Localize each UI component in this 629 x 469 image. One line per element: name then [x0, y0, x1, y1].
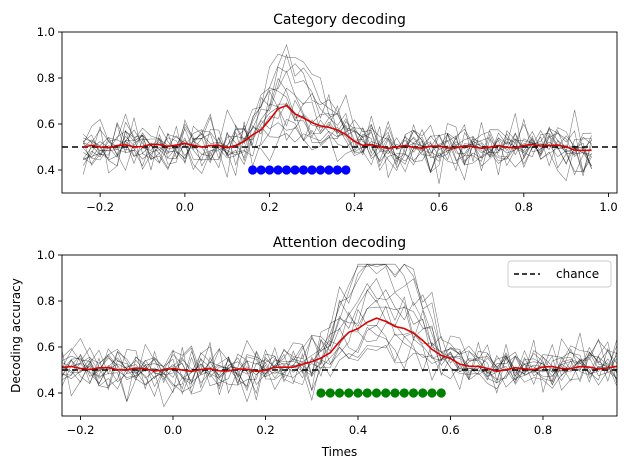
subject-trace	[82, 63, 592, 173]
subject-trace	[61, 283, 618, 402]
y-tick-label: 0.8	[37, 294, 55, 308]
x-tick-label: 0.2	[260, 200, 278, 214]
x-tick-label: 0.0	[164, 423, 182, 437]
mean-curve	[83, 104, 592, 152]
significant-point	[334, 388, 345, 398]
subject-trace	[83, 87, 592, 178]
significant-points	[316, 388, 446, 398]
x-tick-label: 1.0	[599, 200, 617, 214]
x-ticks: −0.2 0.0 0.2 0.4 0.6 0.8 1.0	[86, 193, 618, 214]
significant-point	[344, 388, 354, 398]
subject-trace	[61, 289, 618, 390]
significant-point	[332, 165, 342, 175]
y-tick-label: 0.4	[37, 163, 55, 177]
significant-point	[353, 388, 363, 398]
subject-trace	[83, 90, 592, 177]
significant-point	[256, 165, 266, 175]
category-decoding-panel: Category decoding 0.4 0.6 0.8 1.0 −0.2 0.0 0.…	[37, 12, 618, 214]
x-tick-label: 0.0	[176, 200, 194, 214]
x-tick-label: 0.8	[515, 200, 533, 214]
significant-point	[341, 165, 351, 175]
significant-point	[325, 388, 335, 398]
subject-trace	[61, 278, 618, 394]
x-tick-label: 0.4	[345, 200, 363, 214]
subject-trace	[61, 305, 618, 403]
significant-points	[248, 165, 351, 175]
significant-point	[418, 388, 428, 398]
subject-trace	[82, 119, 592, 172]
y-tick-label: 1.0	[37, 248, 55, 262]
chart-title: Attention decoding	[273, 235, 406, 251]
mean-line	[61, 317, 618, 373]
subject-trace	[61, 325, 618, 394]
axes-frame	[61, 254, 618, 417]
y-ticks: 0.4 0.6 0.8 1.0	[37, 25, 62, 177]
x-tick-label: 0.4	[349, 423, 367, 437]
significant-point	[427, 388, 437, 398]
x-tick-label: 0.6	[430, 200, 448, 214]
significant-point	[390, 388, 400, 398]
significant-point	[399, 388, 409, 398]
y-tick-label: 0.4	[37, 386, 55, 400]
significant-point	[290, 165, 300, 175]
subject-traces	[61, 263, 618, 408]
chart-title: Category decoding	[273, 12, 406, 28]
mean-curve	[61, 317, 618, 373]
significant-point	[436, 388, 446, 398]
significant-point	[381, 388, 391, 398]
significant-point	[371, 388, 382, 398]
y-tick-label: 1.0	[37, 25, 55, 39]
axes-frame	[61, 31, 618, 194]
mean-line	[83, 104, 592, 152]
significant-point	[281, 165, 292, 175]
subject-trace	[83, 70, 592, 174]
x-tick-label: 0.2	[256, 423, 274, 437]
subject-trace	[61, 299, 618, 397]
significant-point	[307, 165, 317, 175]
x-axis-label: Times	[321, 445, 358, 459]
x-tick-label: −0.2	[86, 200, 114, 214]
significant-point	[315, 165, 326, 175]
legend-box	[507, 260, 612, 288]
subject-traces	[82, 43, 592, 184]
y-tick-label: 0.6	[37, 340, 55, 354]
subject-trace	[61, 263, 618, 391]
attention-decoding-panel: Attention decoding 0.4 0.6 0.8 1.0 −0.2 0.0 0…	[9, 235, 618, 459]
subject-trace	[61, 333, 618, 401]
significant-point	[362, 388, 372, 398]
y-axis-label: Decoding accuracy	[9, 278, 23, 393]
significant-point	[264, 165, 275, 175]
legend-chance-label: chance	[556, 267, 599, 281]
y-tick-label: 0.8	[37, 71, 55, 85]
legend: chance	[507, 260, 612, 288]
x-tick-label: −0.2	[67, 423, 95, 437]
y-tick-label: 0.6	[37, 117, 55, 131]
significant-point	[316, 388, 326, 398]
y-ticks: 0.4 0.6 0.8 1.0	[37, 248, 62, 400]
subject-trace	[61, 299, 618, 401]
x-tick-label: 0.8	[534, 423, 552, 437]
subject-trace	[83, 53, 592, 179]
subject-trace	[83, 113, 592, 169]
x-ticks: −0.2 0.0 0.2 0.4 0.6 0.8	[67, 416, 552, 437]
significant-point	[273, 165, 283, 175]
significant-point	[408, 388, 419, 398]
significant-point	[298, 165, 309, 175]
x-tick-label: 0.6	[441, 423, 459, 437]
significant-point	[248, 165, 258, 175]
subject-trace	[82, 53, 592, 175]
significant-point	[324, 165, 334, 175]
subject-trace	[61, 263, 618, 395]
subject-trace	[61, 323, 618, 391]
